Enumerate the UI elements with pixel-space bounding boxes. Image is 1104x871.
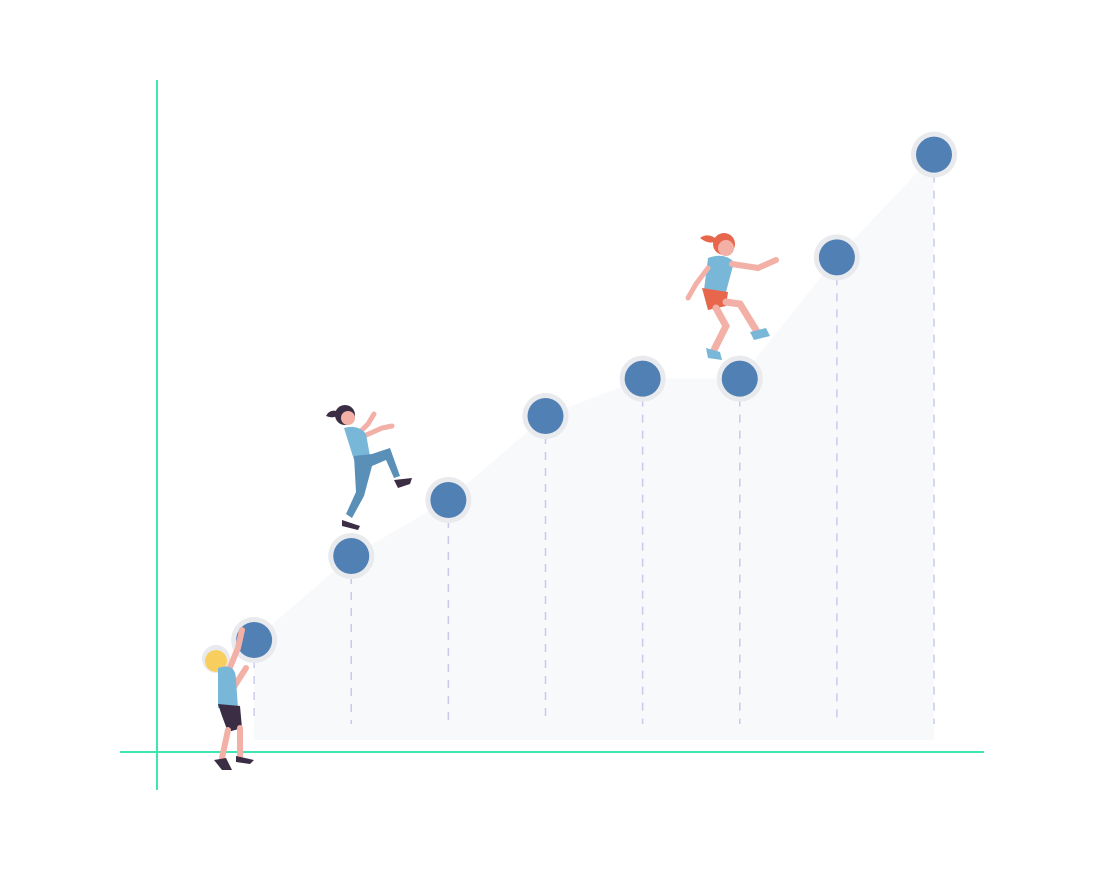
area-layer	[254, 154, 935, 740]
axes	[120, 80, 984, 790]
data-point-8	[911, 131, 958, 178]
data-point-2	[328, 533, 375, 579]
data-points	[231, 131, 958, 663]
climber-middle-illustration	[326, 405, 412, 530]
climber-top-illustration	[685, 233, 779, 360]
area-fill	[254, 154, 935, 740]
data-point-3	[425, 477, 472, 523]
data-point-6	[716, 355, 763, 402]
climber-bottom-illustration	[202, 627, 254, 770]
data-point-5	[619, 355, 666, 402]
data-point-7	[813, 234, 860, 281]
drop-lines	[253, 174, 935, 724]
data-point-4	[522, 393, 569, 439]
